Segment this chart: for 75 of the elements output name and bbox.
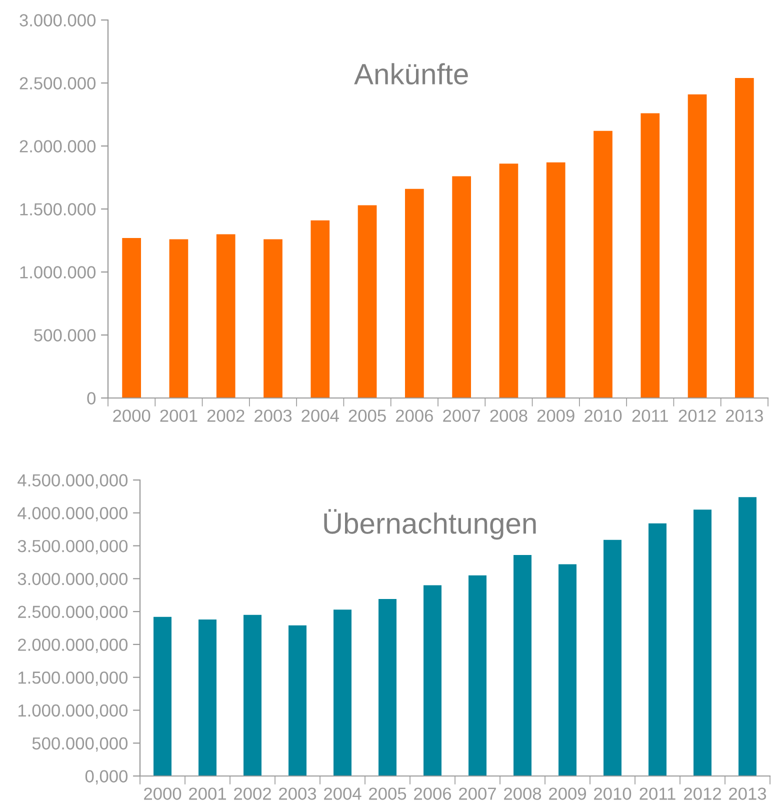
x-tick-label: 2011 xyxy=(640,788,676,800)
y-tick-label: 500.000 xyxy=(34,329,96,342)
x-tick-label: 2010 xyxy=(584,410,622,422)
x-tick-label: 2003 xyxy=(254,410,292,422)
bar xyxy=(310,220,330,398)
bar xyxy=(198,619,216,776)
y-tick-label: 3.500.000,000 xyxy=(18,540,128,554)
x-tick-label: 2006 xyxy=(396,410,433,422)
bar xyxy=(264,239,282,398)
y-tick-label: 2.000.000,000 xyxy=(18,638,128,653)
bar xyxy=(546,162,566,398)
y-tick-label: 4.500.000,000 xyxy=(18,474,128,489)
bar xyxy=(738,497,756,776)
x-tick-label: 2001 xyxy=(189,788,226,800)
x-tick-label: 2009 xyxy=(549,788,586,800)
y-tick-label: 3.000.000 xyxy=(20,14,96,26)
y-tick-label: 1.500.000,000 xyxy=(18,672,128,686)
bar xyxy=(378,599,396,776)
bar xyxy=(648,523,666,776)
y-tick-label: 1.500.000 xyxy=(20,203,96,216)
bar xyxy=(558,564,576,776)
bar xyxy=(288,625,306,776)
x-tick-label: 2008 xyxy=(504,788,542,800)
bar xyxy=(499,164,518,398)
bar xyxy=(424,585,442,776)
bar xyxy=(694,510,712,776)
x-tick-label: 2000 xyxy=(144,788,182,800)
bar xyxy=(640,113,660,398)
x-tick-label: 2005 xyxy=(369,788,406,800)
x-tick-label: 2007 xyxy=(443,410,480,422)
x-tick-label: 2001 xyxy=(160,410,198,422)
y-tick-label: 2.000.000 xyxy=(20,140,96,152)
y-tick-label: 4.000.000,000 xyxy=(18,507,128,522)
bar xyxy=(244,614,262,776)
bar xyxy=(604,540,622,776)
x-tick-label: 2002 xyxy=(234,788,271,800)
y-tick-label: 1.000.000,000 xyxy=(18,704,128,719)
x-tick-label: 2000 xyxy=(113,410,150,422)
bar xyxy=(334,610,352,776)
x-tick-label: 2008 xyxy=(490,410,528,422)
text: Übernachtungen xyxy=(324,509,536,540)
y-tick-label: 0 xyxy=(87,392,96,404)
y-tick-label: 2.500.000 xyxy=(20,77,96,90)
x-tick-label: 2004 xyxy=(324,788,362,800)
bar xyxy=(514,554,532,776)
x-tick-label: 2002 xyxy=(207,410,244,422)
bar xyxy=(735,78,754,398)
x-tick-label: 2013 xyxy=(729,788,766,800)
bar xyxy=(216,234,236,398)
bar xyxy=(154,616,172,776)
x-tick-label: 2004 xyxy=(302,410,339,422)
bar xyxy=(358,205,377,398)
x-tick-label: 2010 xyxy=(594,788,632,800)
text: Ankünfte xyxy=(354,63,468,85)
bar xyxy=(405,188,424,398)
y-tick-label: 0,000 xyxy=(85,770,128,785)
x-tick-label: 2005 xyxy=(348,410,386,422)
bar xyxy=(169,239,188,398)
bar xyxy=(452,176,471,398)
x-tick-label: 2007 xyxy=(459,788,496,800)
bar xyxy=(122,238,141,398)
bar xyxy=(688,94,707,398)
y-tick-label: 3.000.000,000 xyxy=(18,572,128,588)
y-tick-label: 1.000.000 xyxy=(20,266,96,278)
bar xyxy=(468,575,486,776)
bar xyxy=(594,130,612,398)
y-tick-label: 2.500.000,000 xyxy=(18,606,128,620)
y-tick-label: 500.000,000 xyxy=(32,737,128,752)
x-tick-label: 2012 xyxy=(678,410,716,422)
x-tick-label: 2011 xyxy=(632,410,668,422)
x-tick-label: 2009 xyxy=(537,410,574,422)
x-tick-label: 2012 xyxy=(684,788,721,800)
x-tick-label: 2013 xyxy=(726,410,763,422)
x-tick-label: 2006 xyxy=(414,788,452,800)
x-tick-label: 2003 xyxy=(279,788,316,800)
